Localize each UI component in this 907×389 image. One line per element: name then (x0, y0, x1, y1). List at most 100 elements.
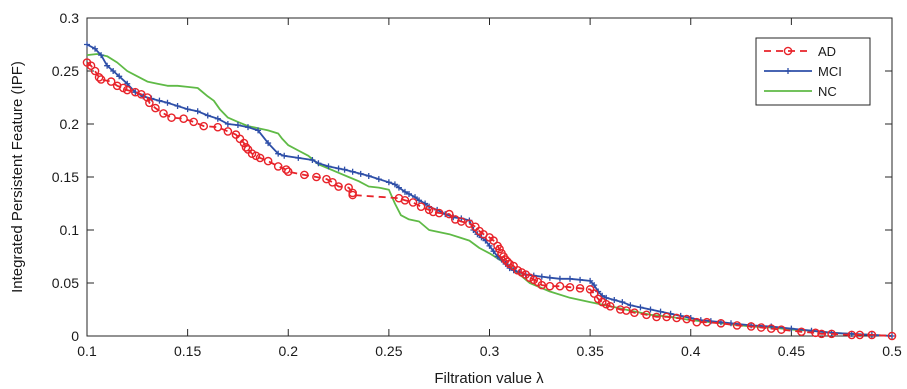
data-point-ad (672, 313, 681, 323)
data-point-ad (589, 289, 599, 298)
data-point-mci (234, 122, 241, 129)
x-tick-label: 0.4 (681, 343, 701, 359)
legend-label-ad: AD (818, 44, 836, 59)
data-point-ad (545, 281, 555, 291)
data-point-ad (96, 75, 106, 84)
x-axis-ticks: 0.1 0.15 0.2 0.25 0.3 0.35 0.4 0.45 0.5 (77, 18, 902, 359)
data-point-mci (224, 121, 231, 127)
data-point-mci (647, 306, 654, 313)
data-point-ad (495, 244, 504, 254)
data-point-mci (637, 304, 644, 311)
data-point-ad (555, 281, 565, 291)
data-point-mci (538, 273, 545, 280)
data-point-ad (122, 85, 132, 95)
data-point-mci (325, 163, 332, 170)
legend-entry-ad: AD (764, 44, 836, 59)
data-point-ad (199, 121, 209, 131)
data-point-mci (788, 325, 795, 332)
data-point-ad (328, 177, 337, 187)
data-point-mci (174, 102, 181, 109)
data-point-mci (116, 73, 123, 80)
legend-label-mci: MCI (818, 64, 842, 79)
x-tick-label: 0.15 (174, 343, 201, 359)
data-point-ad (692, 317, 702, 327)
y-tick-label: 0.1 (60, 222, 80, 238)
data-point-ad (732, 321, 742, 330)
data-point-ad (630, 308, 639, 317)
data-point-mci (567, 275, 573, 282)
data-point-ad (348, 190, 357, 200)
series-ad (82, 58, 897, 341)
data-point-ad (151, 103, 160, 113)
data-point-ad (167, 113, 176, 122)
data-point-mci (349, 168, 356, 175)
data-point-ad (444, 209, 454, 219)
series-layer (82, 41, 897, 341)
y-tick-label: 0.15 (52, 169, 79, 185)
data-point-mci (385, 179, 392, 186)
data-point-ad (616, 305, 625, 314)
legend: AD MCI NC (755, 37, 871, 106)
data-point-mci (490, 248, 497, 255)
data-point-mci (204, 112, 211, 119)
data-point-ad (344, 183, 353, 192)
data-point-ad (605, 302, 615, 311)
data-point-ad (575, 283, 585, 293)
data-point-mci (98, 52, 105, 59)
data-point-mci (546, 274, 553, 281)
x-tick-label: 0.35 (577, 343, 604, 359)
data-point-ad (239, 138, 249, 148)
data-point-mci (627, 302, 634, 309)
data-point-mci (84, 41, 90, 48)
legend-marker-ad (783, 46, 793, 56)
x-tick-label: 0.2 (279, 343, 299, 359)
data-point-ad (300, 170, 309, 180)
data-point-ad (652, 312, 661, 322)
data-point-ad (777, 325, 786, 334)
data-point-mci (265, 140, 272, 147)
data-point-ad (106, 77, 116, 86)
data-point-mci (245, 124, 251, 131)
data-point-ad (565, 282, 575, 292)
data-point-ad (94, 73, 104, 82)
y-tick-label: 0.25 (52, 63, 79, 79)
data-point-ad (283, 167, 293, 176)
y-tick-label: 0.2 (60, 116, 80, 132)
y-axis-label: Integrated Persistent Feature (IPF) (9, 61, 26, 293)
data-point-ad (682, 314, 692, 324)
series-nc (86, 53, 893, 337)
data-point-ad (334, 182, 343, 191)
data-point-mci (184, 106, 191, 113)
data-point-mci (124, 80, 131, 87)
data-point-ad (489, 236, 498, 245)
data-point-ad (847, 330, 857, 340)
data-point-mci (315, 160, 322, 167)
data-point-ad (90, 66, 100, 76)
y-tick-label: 0.3 (60, 10, 80, 26)
data-point-ad (817, 329, 826, 339)
data-point-ad (662, 312, 671, 322)
data-point-mci (587, 277, 594, 284)
y-axis-ticks: 0 0.05 0.1 0.15 0.2 0.25 0.3 (52, 10, 892, 344)
data-point-mci (309, 157, 316, 164)
data-point-ad (766, 324, 776, 333)
data-point-ad (416, 202, 426, 211)
data-point-ad (273, 162, 283, 171)
x-tick-label: 0.5 (882, 343, 902, 359)
x-tick-label: 0.3 (480, 343, 500, 359)
x-axis-label: Filtration value λ (434, 370, 544, 387)
data-point-mci (591, 282, 598, 289)
data-point-ad (213, 122, 223, 132)
y-tick-label: 0 (71, 328, 79, 344)
data-point-ad (503, 257, 512, 267)
data-point-mci (104, 62, 111, 69)
data-point-ad (746, 322, 756, 331)
data-point-ad (189, 117, 198, 127)
data-point-ad (223, 127, 233, 136)
data-point-ad (159, 109, 168, 118)
data-point-mci (395, 184, 402, 191)
data-point-ad (642, 310, 651, 320)
data-point-mci (335, 165, 342, 172)
y-tick-label: 0.05 (52, 275, 79, 291)
